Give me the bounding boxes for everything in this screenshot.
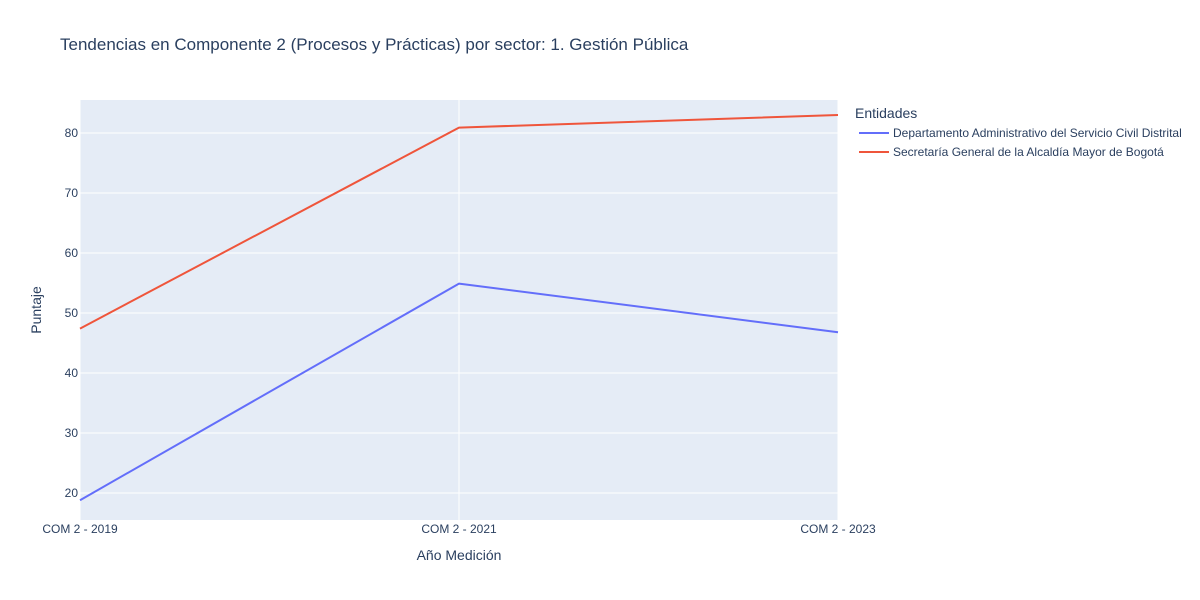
series-line-2 bbox=[79, 114, 839, 330]
y-axis-ticks: 20 30 40 50 60 70 80 bbox=[65, 126, 79, 500]
legend-item-1[interactable]: Departamento Administrativo del Servicio… bbox=[859, 126, 1182, 140]
x-tick-label: COM 2 - 2019 bbox=[42, 522, 118, 536]
x-tick-label: COM 2 - 2023 bbox=[800, 522, 876, 536]
legend: Entidades Departamento Administrativo de… bbox=[855, 105, 1182, 159]
legend-label: Secretaría General de la Alcaldía Mayor … bbox=[893, 145, 1164, 159]
y-axis-title: Puntaje bbox=[28, 286, 44, 334]
chart-title: Tendencias en Componente 2 (Procesos y P… bbox=[60, 35, 689, 54]
legend-title: Entidades bbox=[855, 105, 917, 121]
y-tick-label: 70 bbox=[65, 186, 79, 200]
y-tick-label: 60 bbox=[65, 246, 79, 260]
x-axis-title: Año Medición bbox=[417, 547, 502, 563]
y-tick-label: 30 bbox=[65, 426, 79, 440]
x-tick-label: COM 2 - 2021 bbox=[421, 522, 497, 536]
legend-label: Departamento Administrativo del Servicio… bbox=[893, 126, 1182, 140]
y-tick-label: 80 bbox=[65, 126, 79, 140]
y-tick-label: 50 bbox=[65, 306, 79, 320]
y-tick-label: 40 bbox=[65, 366, 79, 380]
gridlines bbox=[79, 100, 839, 520]
y-tick-label: 20 bbox=[65, 486, 79, 500]
x-axis-ticks: COM 2 - 2019 COM 2 - 2021 COM 2 - 2023 bbox=[42, 522, 876, 536]
series-lines bbox=[79, 114, 839, 502]
legend-item-2[interactable]: Secretaría General de la Alcaldía Mayor … bbox=[859, 145, 1164, 159]
series-line-1 bbox=[79, 282, 839, 502]
